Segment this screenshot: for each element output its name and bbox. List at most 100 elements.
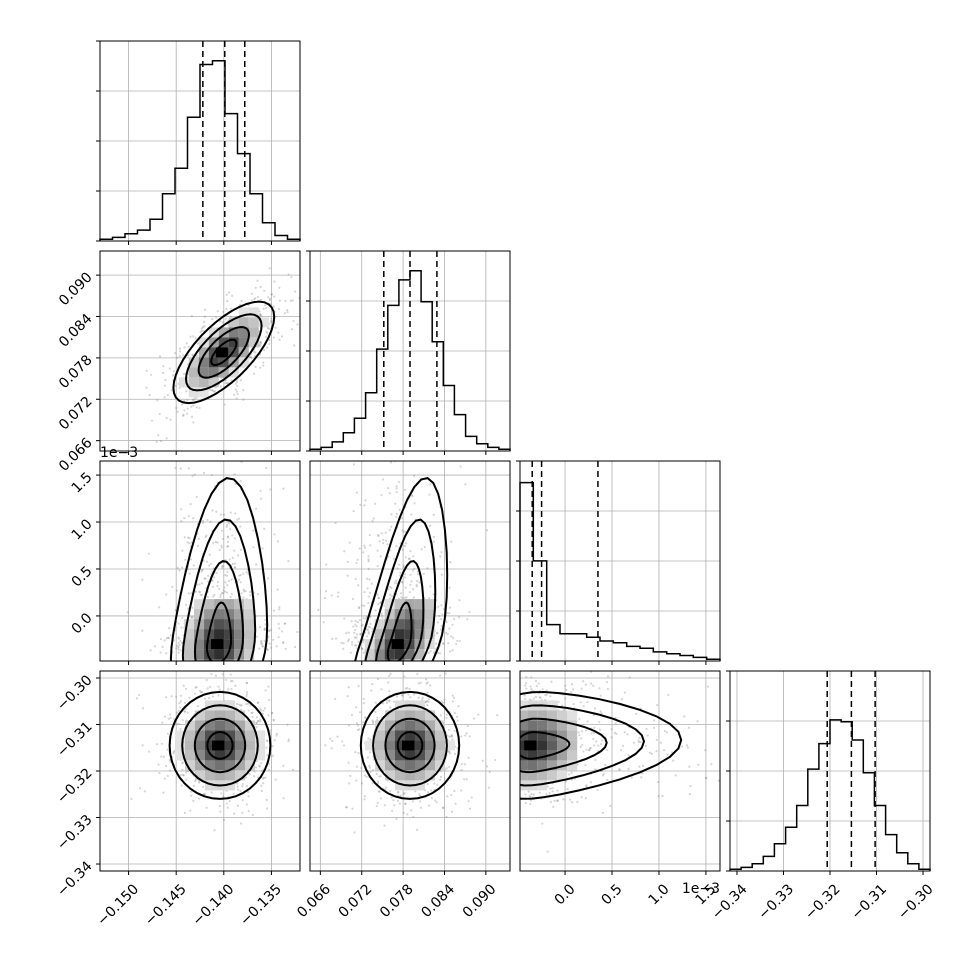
scatter-point: [184, 558, 187, 561]
scatter-point: [545, 645, 547, 647]
scatter-point: [186, 398, 189, 402]
scatter-point: [376, 716, 379, 719]
scatter-point: [460, 735, 463, 738]
x-tick-label: 0.066: [294, 881, 334, 921]
scatter-point: [232, 792, 235, 795]
scatter-point: [291, 299, 294, 302]
y-tick-label: 0.084: [56, 311, 96, 351]
scatter-point: [270, 293, 273, 296]
scatter-point: [252, 529, 255, 532]
scatter-point: [346, 694, 349, 698]
density-cell: [225, 730, 235, 741]
scatter-point: [224, 573, 227, 577]
scatter-point: [178, 355, 181, 358]
scatter-point: [450, 540, 453, 543]
scatter-point: [161, 645, 164, 648]
scatter-point: [378, 775, 381, 778]
scatter-point: [524, 697, 527, 700]
scatter-point: [252, 350, 255, 353]
scatter-point: [402, 564, 405, 567]
density-cell: [205, 780, 215, 791]
scatter-point: [148, 750, 151, 753]
scatter-point: [209, 685, 212, 688]
scatter-point: [181, 761, 184, 764]
scatter-point: [368, 591, 372, 594]
scatter-point: [448, 765, 451, 769]
scatter-point: [205, 806, 208, 809]
scatter-point: [233, 549, 236, 552]
scatter-point: [541, 822, 544, 825]
scatter-point: [431, 417, 433, 419]
scatter-point: [566, 787, 569, 791]
scatter-point: [294, 290, 297, 293]
scatter-point: [530, 792, 533, 796]
scatter-point: [203, 793, 206, 796]
scatter-point: [192, 517, 195, 520]
density-cell: [228, 337, 239, 348]
scatter-point: [460, 789, 463, 792]
scatter-point: [210, 473, 213, 477]
scatter-point: [236, 804, 239, 807]
scatter-point: [377, 533, 380, 537]
density-cell: [385, 750, 395, 761]
scatter-point: [247, 795, 250, 798]
scatter-point: [348, 782, 351, 785]
panel-frame-0-0: [96, 40, 301, 245]
scatter-point: [208, 564, 211, 567]
scatter-point: [347, 724, 351, 727]
scatter-point: [361, 647, 364, 650]
scatter-point: [179, 773, 182, 777]
density-cell: [234, 599, 245, 610]
scatter-point: [384, 539, 388, 542]
scatter-point: [178, 569, 181, 572]
scatter-point: [181, 616, 184, 620]
scatter-point: [189, 335, 192, 338]
scatter-point: [278, 608, 281, 611]
scatter-point: [193, 692, 197, 695]
scatter-point: [211, 695, 215, 698]
scatter-point: [587, 748, 590, 751]
density-cell: [497, 760, 507, 770]
scatter-point: [367, 631, 370, 634]
scatter-point: [251, 711, 254, 715]
scatter-point: [426, 791, 429, 794]
scatter-point: [187, 568, 190, 571]
scatter-point: [287, 738, 290, 741]
scatter-point: [209, 667, 211, 669]
scatter-point: [663, 729, 666, 733]
scatter-point: [169, 716, 172, 719]
scatter-point: [357, 640, 360, 643]
scatter-point: [556, 799, 559, 802]
density-cell: [425, 740, 435, 751]
scatter-point: [224, 590, 227, 593]
scatter-point: [253, 298, 256, 301]
scatter-point: [213, 390, 216, 393]
density-cell: [520, 710, 528, 721]
scatter-point: [267, 296, 270, 299]
scatter-point: [435, 631, 439, 635]
scatter-point: [210, 791, 213, 794]
scatter-point: [206, 595, 209, 599]
scatter-point: [241, 799, 244, 802]
scatter-point: [222, 310, 225, 313]
density-cell: [244, 659, 255, 661]
scatter-point: [458, 599, 461, 602]
density-cell: [205, 700, 215, 711]
scatter-point: [267, 327, 270, 330]
scatter-point: [447, 439, 449, 441]
scatter-point: [178, 350, 182, 353]
scatter-point: [395, 490, 398, 494]
density-cell: [234, 609, 245, 620]
scatter-point: [401, 529, 404, 532]
density-cell: [238, 327, 249, 338]
scatter-point: [290, 276, 293, 279]
density-cell: [375, 740, 385, 751]
scatter-point: [272, 336, 275, 339]
scatter-point: [259, 313, 262, 316]
density-cell: [184, 679, 194, 689]
scatter-point: [187, 467, 190, 470]
scatter-point: [214, 674, 218, 677]
scatter-point: [346, 560, 349, 564]
panel-grid-2-2: [520, 460, 720, 661]
